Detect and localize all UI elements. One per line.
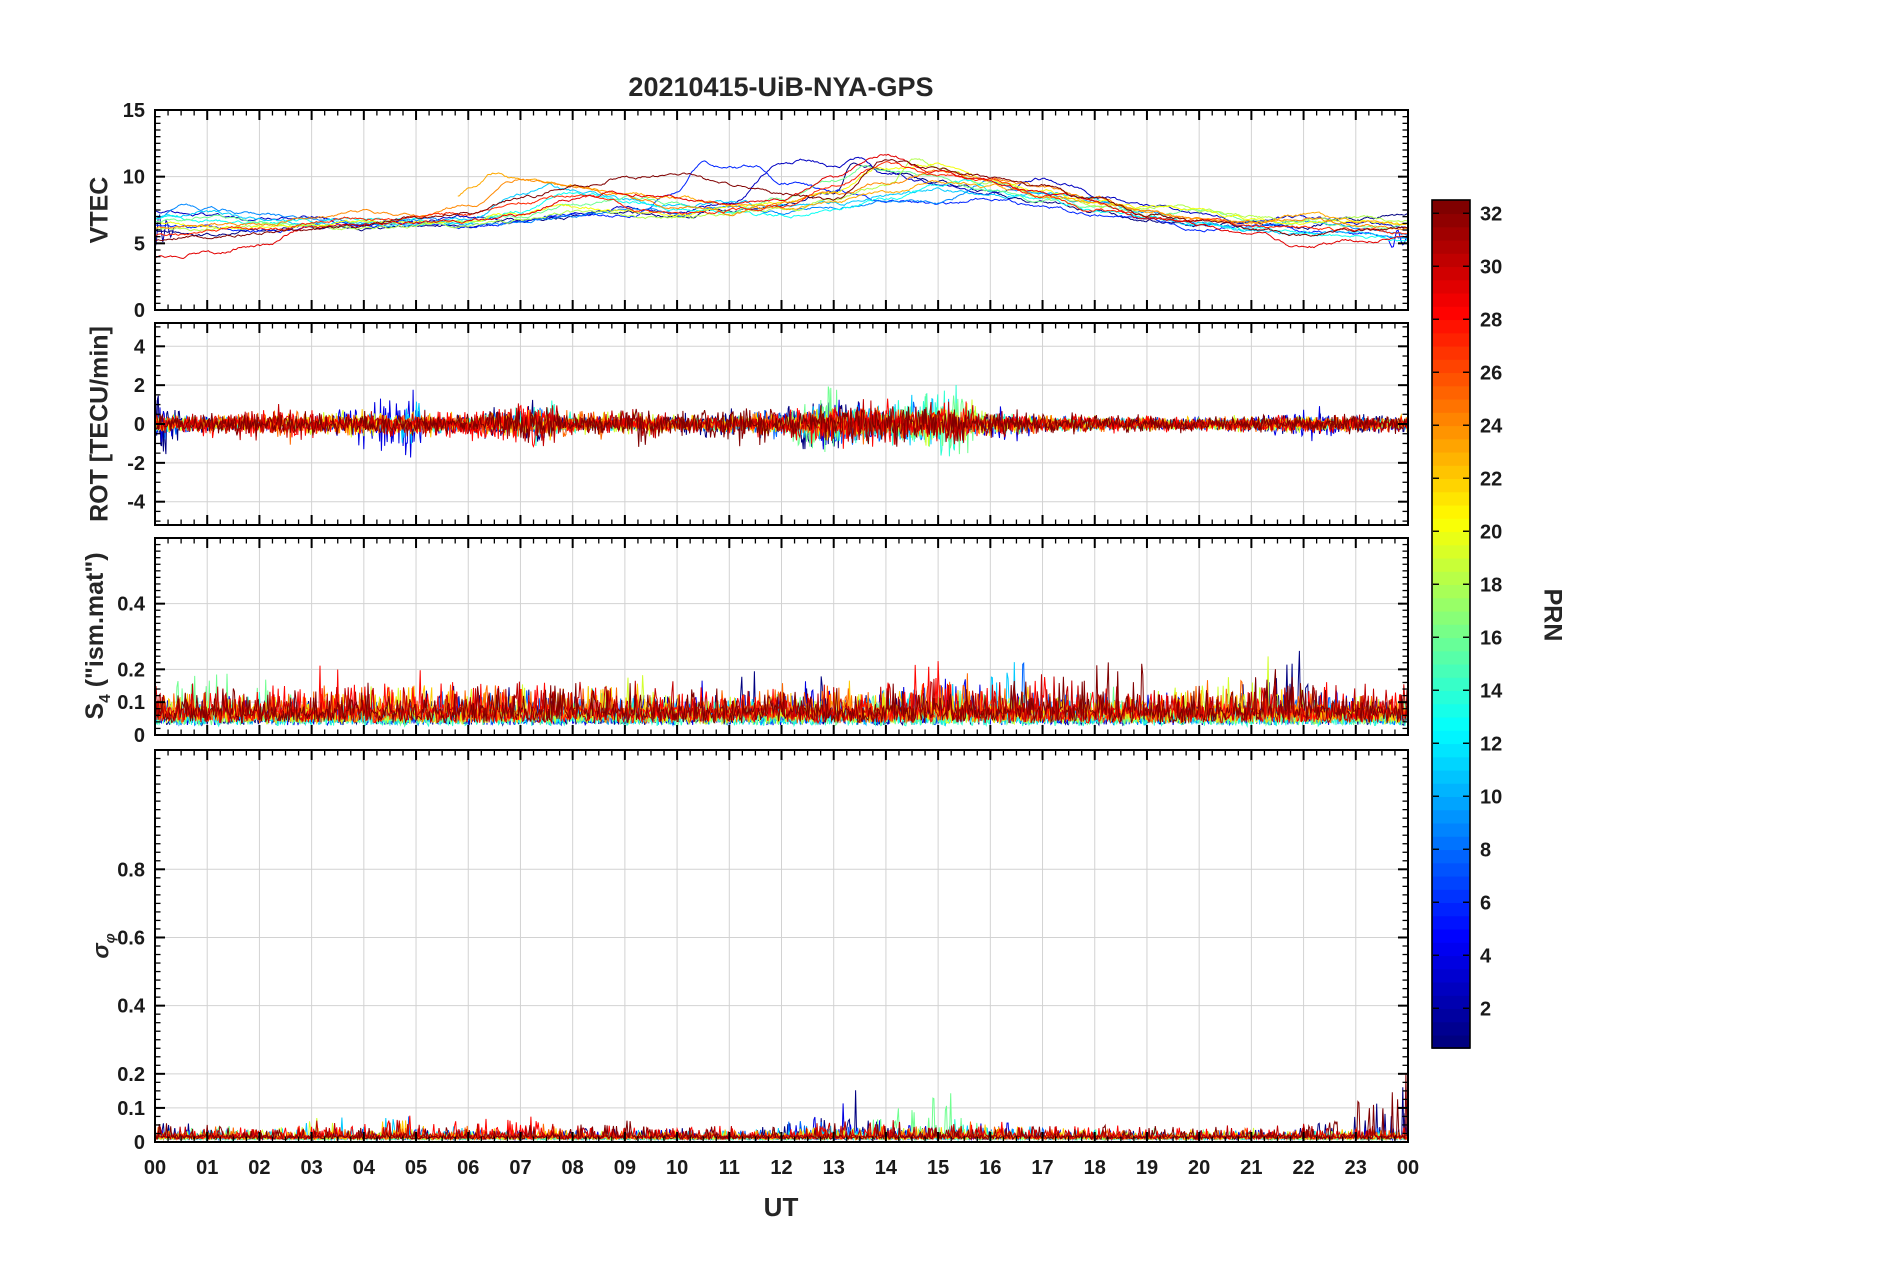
- svg-text:22: 22: [1292, 1157, 1314, 1179]
- svg-text:32: 32: [1480, 203, 1502, 225]
- svg-text:21: 21: [1240, 1157, 1262, 1179]
- svg-text:16: 16: [1480, 627, 1502, 649]
- svg-text:24: 24: [1480, 415, 1503, 437]
- svg-text:16: 16: [979, 1157, 1001, 1179]
- svg-text:6: 6: [1480, 892, 1491, 914]
- svg-text:30: 30: [1480, 256, 1502, 278]
- series-prn-20: [154, 162, 1409, 231]
- svg-text:20: 20: [1480, 521, 1502, 543]
- series-prn-32: [154, 405, 1409, 447]
- svg-text:-4: -4: [127, 492, 146, 514]
- s4-label-main: S: [81, 702, 110, 720]
- svg-text:23: 23: [1345, 1157, 1367, 1179]
- series-prn-23: [457, 172, 1408, 226]
- svg-text:12: 12: [770, 1157, 792, 1179]
- svg-text:00: 00: [1397, 1157, 1419, 1179]
- svg-text:19: 19: [1136, 1157, 1158, 1179]
- svg-text:08: 08: [562, 1157, 584, 1179]
- svg-text:17: 17: [1031, 1157, 1053, 1179]
- svg-text:15: 15: [927, 1157, 949, 1179]
- ylabel-rot: ROT [TECU/min]: [85, 326, 114, 522]
- svg-text:0.4: 0.4: [117, 996, 146, 1018]
- series-prn-18: [154, 158, 1409, 232]
- ylabel-s4: S4 ("ism.mat"): [81, 552, 115, 719]
- svg-text:15: 15: [123, 100, 145, 122]
- svg-text:0.1: 0.1: [117, 692, 145, 714]
- svg-text:4: 4: [134, 336, 146, 358]
- series-prn-32: [154, 662, 1409, 725]
- svg-text:10: 10: [1480, 786, 1502, 808]
- svg-text:26: 26: [1480, 362, 1502, 384]
- svg-text:0.1: 0.1: [117, 1098, 145, 1120]
- panel-rot: -4 -2 0 2 4: [127, 322, 1409, 526]
- panel-vtec: 0 5 10 15: [123, 100, 1409, 322]
- svg-text:0.8: 0.8: [117, 859, 145, 881]
- svg-text:4: 4: [1480, 945, 1492, 967]
- svg-text:03: 03: [301, 1157, 323, 1179]
- svg-text:0: 0: [134, 1132, 145, 1154]
- svg-text:13: 13: [823, 1157, 845, 1179]
- svg-text:28: 28: [1480, 309, 1502, 331]
- svg-text:18: 18: [1480, 574, 1502, 596]
- colorbar-label-prn: PRN: [1538, 588, 1567, 642]
- svg-text:10: 10: [123, 167, 145, 189]
- svg-text:14: 14: [875, 1157, 898, 1179]
- ylabel-sigma-phi: σφ: [87, 933, 118, 958]
- svg-text:00: 00: [144, 1157, 166, 1179]
- svg-text:8: 8: [1480, 839, 1491, 861]
- chart-title: 20210415-UiB-NYA-GPS: [628, 72, 934, 102]
- svg-text:05: 05: [405, 1157, 427, 1179]
- svg-text:5: 5: [134, 233, 145, 255]
- svg-text:01: 01: [196, 1157, 218, 1179]
- svg-text:0: 0: [134, 725, 145, 747]
- svg-text:22: 22: [1480, 468, 1502, 490]
- svg-text:10: 10: [666, 1157, 688, 1179]
- svg-text:0: 0: [134, 414, 145, 436]
- svg-text:04: 04: [353, 1157, 376, 1179]
- panel-s4: 0 0.1 0.2 0.4: [117, 537, 1409, 747]
- svg-text:0: 0: [134, 300, 145, 322]
- sigma-label-main: σ: [87, 943, 114, 959]
- svg-text:11: 11: [719, 1157, 740, 1179]
- series-prn-32: [154, 158, 1409, 242]
- panel-sigma_phi: 0 0.1 0.2 0.4 0.6 0.8 00 01 02 03 04 05 06 07 08 09 10 11…: [117, 749, 1419, 1179]
- svg-text:09: 09: [614, 1157, 636, 1179]
- svg-text:0.6: 0.6: [117, 927, 145, 949]
- series-prn-6: [154, 160, 1409, 240]
- xlabel-ut: UT: [763, 1192, 799, 1222]
- svg-text:12: 12: [1480, 733, 1502, 755]
- svg-text:07: 07: [509, 1157, 531, 1179]
- svg-text:0.4: 0.4: [117, 594, 146, 616]
- svg-text:18: 18: [1084, 1157, 1106, 1179]
- s4-label-rest: ("ism.mat"): [81, 552, 110, 695]
- sigma-label-sub: φ: [102, 933, 119, 944]
- svg-text:06: 06: [457, 1157, 479, 1179]
- svg-text:02: 02: [248, 1157, 270, 1179]
- ylabel-vtec: VTEC: [85, 176, 114, 244]
- svg-text:2: 2: [1480, 998, 1491, 1020]
- svg-text:-2: -2: [127, 453, 145, 475]
- s4-label-sub: 4: [96, 694, 114, 703]
- svg-text:20: 20: [1188, 1157, 1210, 1179]
- svg-text:2: 2: [134, 375, 145, 397]
- series-prn-24: [154, 169, 1409, 231]
- svg-text:0.2: 0.2: [117, 1064, 145, 1086]
- svg-text:14: 14: [1480, 680, 1503, 702]
- series-prn-29: [155, 153, 1409, 260]
- svg-text:0.2: 0.2: [117, 659, 145, 681]
